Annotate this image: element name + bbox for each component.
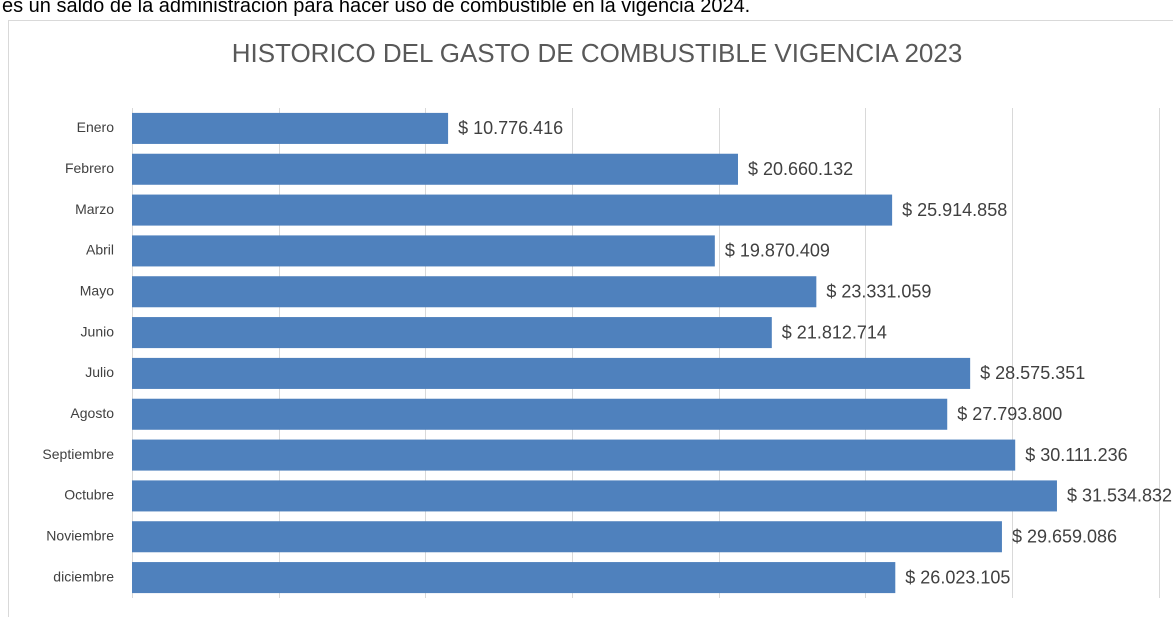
bar [132, 153, 738, 185]
value-label: $ 23.331.059 [826, 282, 931, 302]
value-label: $ 28.575.351 [980, 363, 1085, 383]
y-tick-label: Marzo [75, 201, 114, 217]
bar [132, 521, 1002, 553]
value-label: $ 29.659.086 [1012, 527, 1117, 547]
bar [132, 398, 948, 430]
y-tick-label: Abril [86, 242, 114, 258]
y-tick-label: Mayo [80, 282, 114, 298]
value-label: $ 26.023.105 [905, 567, 1010, 587]
y-tick-label: Octubre [64, 487, 114, 503]
y-tick-label: Febrero [65, 160, 114, 176]
y-tick-label: Noviembre [46, 527, 114, 543]
bar [132, 235, 715, 267]
value-label: $ 21.812.714 [782, 322, 887, 342]
bar [132, 357, 971, 389]
bar [132, 480, 1057, 512]
value-label: $ 27.793.800 [957, 404, 1062, 424]
bar [132, 276, 817, 308]
y-tick-label: Enero [77, 119, 115, 135]
y-tick-label: Agosto [70, 405, 114, 421]
bar [132, 194, 893, 226]
bar [132, 112, 449, 144]
value-label: $ 25.914.858 [902, 200, 1007, 220]
bar [132, 439, 1016, 471]
value-label: $ 19.870.409 [725, 241, 830, 261]
value-label: $ 30.111.236 [1025, 445, 1127, 465]
bar [132, 562, 896, 594]
intro-text: es un saldo de la administración para ha… [2, 0, 750, 17]
y-tick-label: Septiembre [42, 446, 114, 462]
value-label: $ 31.534.832 [1067, 486, 1172, 506]
y-tick-label: Julio [85, 364, 114, 380]
chart-title: HISTORICO DEL GASTO DE COMBUSTIBLE VIGEN… [232, 38, 963, 68]
y-tick-label: Junio [81, 323, 115, 339]
value-label: $ 20.660.132 [748, 159, 853, 179]
y-tick-label: diciembre [53, 568, 114, 584]
bar [132, 317, 772, 349]
value-label: $ 10.776.416 [458, 118, 563, 138]
